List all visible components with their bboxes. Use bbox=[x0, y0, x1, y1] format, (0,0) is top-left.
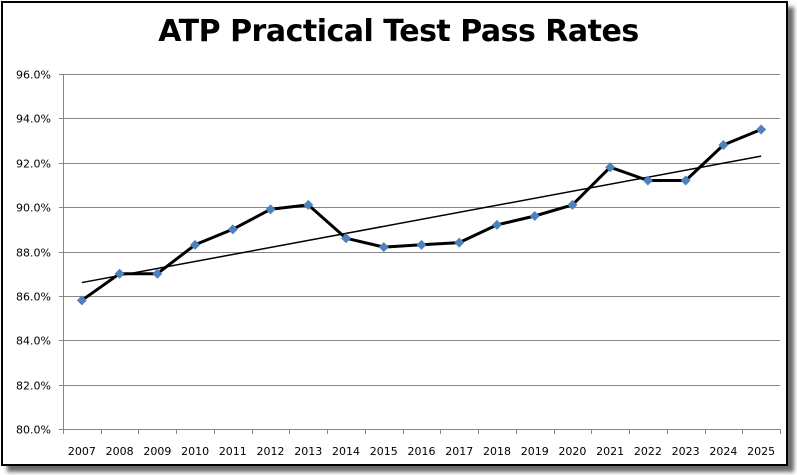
data-point-marker bbox=[341, 233, 352, 244]
y-tick-label: 84.0% bbox=[16, 335, 51, 348]
x-tick-label: 2021 bbox=[596, 445, 624, 458]
x-tick-label: 2010 bbox=[181, 445, 209, 458]
data-point-marker bbox=[152, 268, 163, 279]
x-tick-label: 2023 bbox=[672, 445, 700, 458]
x-tick-label: 2017 bbox=[445, 445, 473, 458]
x-tick-label: 2007 bbox=[68, 445, 96, 458]
x-axis-ticks: 2007 2008 2009 2010 2011 2012 2013 2014 2015 2016… bbox=[63, 429, 781, 458]
x-tick-label: 2011 bbox=[219, 445, 247, 458]
y-tick-label: 80.0% bbox=[16, 424, 51, 437]
series-line bbox=[81, 128, 762, 302]
data-point-marker bbox=[190, 239, 201, 250]
data-point-marker bbox=[642, 175, 653, 186]
y-axis-ticks: 80.0% 82.0% 84.0% 86.0% 88.0% 90.0% 92.0% 94.0%… bbox=[16, 69, 51, 437]
data-point-marker bbox=[114, 268, 125, 279]
data-point-marker bbox=[756, 124, 767, 135]
y-tick-label: 96.0% bbox=[16, 69, 51, 82]
data-point-marker bbox=[567, 199, 578, 210]
data-point-marker bbox=[718, 140, 729, 150]
trendline-group bbox=[81, 155, 762, 284]
x-tick-label: 2008 bbox=[106, 445, 134, 458]
x-tick-label: 2019 bbox=[521, 445, 549, 458]
data-point-marker bbox=[265, 204, 276, 215]
x-tick-label: 2009 bbox=[143, 445, 171, 458]
x-tick-label: 2025 bbox=[747, 445, 775, 458]
x-tick-label: 2022 bbox=[634, 445, 662, 458]
x-tick-label: 2024 bbox=[709, 445, 737, 458]
x-tick-label: 2012 bbox=[257, 445, 285, 458]
x-tick-label: 2020 bbox=[558, 445, 586, 458]
gridlines bbox=[59, 74, 780, 430]
x-tick-label: 2018 bbox=[483, 445, 511, 458]
x-tick-label: 2014 bbox=[332, 445, 360, 458]
x-tick-label: 2015 bbox=[370, 445, 398, 458]
data-point-marker bbox=[529, 211, 540, 221]
chart-frame bbox=[1, 1, 788, 466]
data-point-marker bbox=[303, 199, 314, 210]
data-point-marker bbox=[76, 295, 87, 306]
data-point-marker bbox=[378, 242, 389, 253]
data-point-marker bbox=[680, 175, 691, 186]
axes bbox=[63, 74, 780, 430]
y-tick-label: 90.0% bbox=[16, 202, 51, 215]
data-point-marker bbox=[491, 219, 502, 230]
data-point-marker bbox=[454, 237, 465, 248]
y-tick-label: 82.0% bbox=[16, 380, 51, 393]
chart-title: ATP Practical Test Pass Rates bbox=[158, 14, 639, 49]
y-tick-label: 88.0% bbox=[16, 247, 51, 260]
x-tick-label: 2016 bbox=[408, 445, 436, 458]
data-point-marker bbox=[605, 162, 616, 173]
x-tick-label: 2013 bbox=[294, 445, 322, 458]
trendline bbox=[81, 155, 762, 284]
data-point-marker bbox=[416, 239, 427, 250]
data-point-marker bbox=[227, 224, 238, 235]
y-tick-label: 92.0% bbox=[16, 158, 51, 171]
series-group bbox=[81, 128, 762, 302]
markers-group bbox=[76, 124, 767, 306]
y-tick-label: 94.0% bbox=[16, 113, 51, 126]
y-tick-label: 86.0% bbox=[16, 291, 51, 304]
